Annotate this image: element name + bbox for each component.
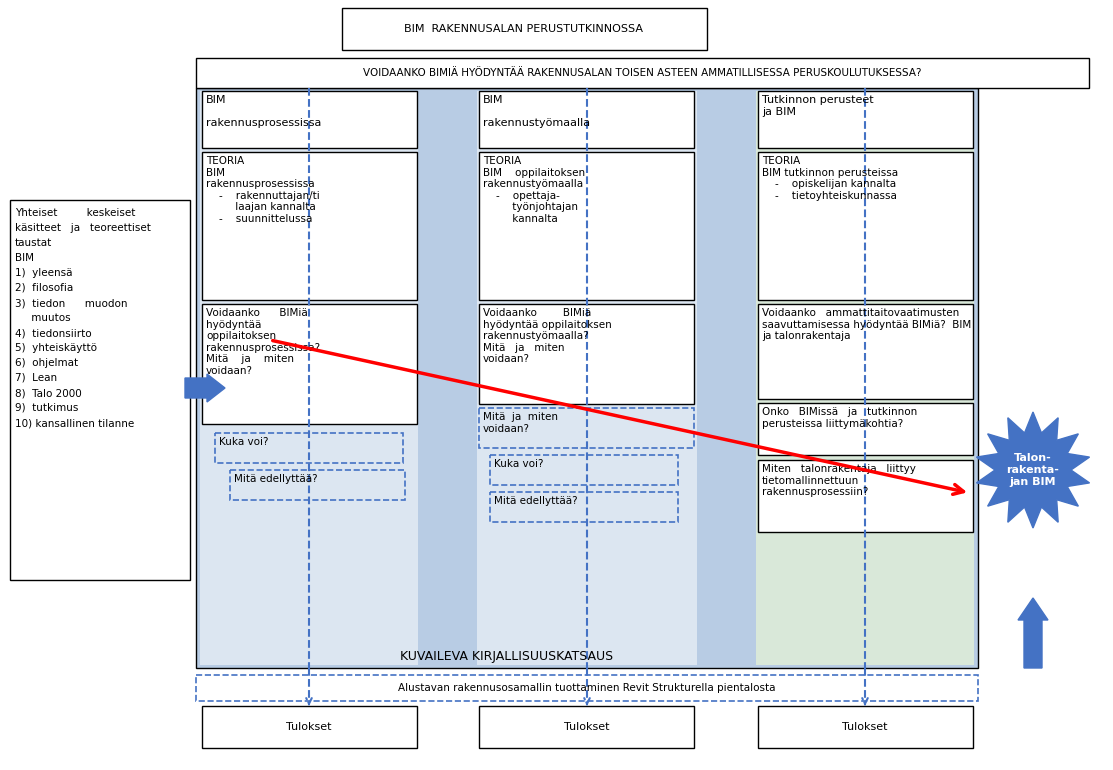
Text: TEORIA
BIM
rakennusprosessissa
    -    rakennuttajan/ti
         laajan kannalt: TEORIA BIM rakennusprosessissa - rakennu… bbox=[206, 156, 319, 224]
Bar bbox=[200, 91, 418, 665]
Bar bbox=[758, 304, 973, 399]
Text: BIM

rakennusprosessissa: BIM rakennusprosessissa bbox=[206, 95, 322, 128]
Text: BIM: BIM bbox=[14, 253, 35, 263]
Text: Tulokset: Tulokset bbox=[843, 722, 888, 732]
Text: muutos: muutos bbox=[14, 313, 70, 323]
Bar bbox=[230, 470, 405, 500]
Text: BIM

rakennustyömaalla: BIM rakennustyömaalla bbox=[483, 95, 590, 128]
Text: Voidaanko      BIMiä
hyödyntää
oppilaitoksen
rakennusprosessissa?
Mitä    ja    : Voidaanko BIMiä hyödyntää oppilaitoksen … bbox=[206, 308, 321, 376]
Text: Mitä edellyttää?: Mitä edellyttää? bbox=[234, 474, 317, 484]
Bar bbox=[490, 492, 678, 522]
Bar bbox=[758, 460, 973, 532]
Bar bbox=[196, 675, 978, 701]
Bar bbox=[342, 8, 707, 50]
Bar bbox=[196, 58, 1089, 88]
Bar bbox=[756, 91, 974, 665]
FancyArrow shape bbox=[1018, 598, 1048, 668]
Text: KUVAILEVA KIRJALLISUUSKATSAUS: KUVAILEVA KIRJALLISUUSKATSAUS bbox=[400, 650, 613, 663]
Text: 7)  Lean: 7) Lean bbox=[14, 373, 57, 383]
Text: Voidaanko        BIMiä
hyödyntää oppilaitoksen
rakennustyömaalla?
Mitä   ja   mi: Voidaanko BIMiä hyödyntää oppilaitoksen … bbox=[483, 308, 612, 364]
Bar bbox=[201, 91, 417, 148]
Bar bbox=[479, 706, 695, 748]
Bar bbox=[479, 304, 695, 404]
FancyArrow shape bbox=[185, 374, 225, 402]
Text: BIM  RAKENNUSALAN PERUSTUTKINNOSSA: BIM RAKENNUSALAN PERUSTUTKINNOSSA bbox=[404, 24, 643, 34]
Bar bbox=[758, 706, 973, 748]
Text: 8)  Talo 2000: 8) Talo 2000 bbox=[14, 388, 81, 398]
Text: Mitä edellyttää?: Mitä edellyttää? bbox=[494, 496, 578, 506]
Bar bbox=[758, 152, 973, 300]
Text: 4)  tiedonsiirto: 4) tiedonsiirto bbox=[14, 328, 91, 338]
Bar bbox=[479, 152, 695, 300]
Text: 6)  ohjelmat: 6) ohjelmat bbox=[14, 358, 78, 368]
Text: taustat: taustat bbox=[14, 238, 52, 248]
Text: Kuka voi?: Kuka voi? bbox=[494, 459, 543, 469]
Text: 10) kansallinen tilanne: 10) kansallinen tilanne bbox=[14, 418, 135, 428]
Text: Alustavan rakennusosamallin tuottaminen Revit Strukturella pientalosta: Alustavan rakennusosamallin tuottaminen … bbox=[398, 683, 776, 693]
Bar bbox=[201, 152, 417, 300]
Text: Miten   talonrakentaja   liittyy
tietomallinnettuun
rakennusprosessiin?: Miten talonrakentaja liittyy tietomallin… bbox=[762, 464, 916, 497]
Bar bbox=[758, 91, 973, 148]
Bar bbox=[758, 403, 973, 455]
Bar bbox=[201, 304, 417, 424]
Text: Mitä  ja  miten
voidaan?: Mitä ja miten voidaan? bbox=[483, 412, 558, 434]
Bar bbox=[490, 455, 678, 485]
Text: 3)  tiedon      muodon: 3) tiedon muodon bbox=[14, 298, 128, 308]
Text: Tulokset: Tulokset bbox=[564, 722, 610, 732]
Text: käsitteet   ja   teoreettiset: käsitteet ja teoreettiset bbox=[14, 223, 151, 233]
Bar bbox=[10, 200, 190, 580]
Bar bbox=[196, 88, 978, 668]
Text: 1)  yleensä: 1) yleensä bbox=[14, 268, 72, 278]
Text: Onko   BIMissä   ja   tutkinnon
perusteissa liittymäkohtia?: Onko BIMissä ja tutkinnon perusteissa li… bbox=[762, 407, 917, 429]
Text: 2)  filosofia: 2) filosofia bbox=[14, 283, 73, 293]
Text: Tulokset: Tulokset bbox=[286, 722, 332, 732]
Text: 9)  tutkimus: 9) tutkimus bbox=[14, 403, 78, 413]
Bar bbox=[201, 706, 417, 748]
Text: 5)  yhteiskäyttö: 5) yhteiskäyttö bbox=[14, 343, 97, 353]
Bar bbox=[215, 433, 403, 463]
Bar bbox=[477, 91, 697, 665]
Text: TEORIA
BIM tutkinnon perusteissa
    -    opiskelijan kannalta
    -    tietoyht: TEORIA BIM tutkinnon perusteissa - opisk… bbox=[762, 156, 898, 201]
Text: Talon-
rakenta-
jan BIM: Talon- rakenta- jan BIM bbox=[1006, 454, 1060, 487]
Text: Voidaanko   ammattitaitovaatimusten
saavuttamisessa hyödyntää BIMiä?  BIM
ja tal: Voidaanko ammattitaitovaatimusten saavut… bbox=[762, 308, 972, 341]
Bar bbox=[479, 91, 695, 148]
Text: VOIDAANKO BIMIÄ HYÖDYNTÄÄ RAKENNUSALAN TOISEN ASTEEN AMMATILLISESSA PERUSKOULUTU: VOIDAANKO BIMIÄ HYÖDYNTÄÄ RAKENNUSALAN T… bbox=[363, 68, 922, 78]
Bar bbox=[479, 408, 695, 448]
Text: Kuka voi?: Kuka voi? bbox=[219, 437, 268, 447]
Text: Tutkinnon perusteet
ja BIM: Tutkinnon perusteet ja BIM bbox=[762, 95, 874, 116]
Text: Yhteiset         keskeiset: Yhteiset keskeiset bbox=[14, 208, 136, 218]
Polygon shape bbox=[976, 412, 1090, 528]
Text: TEORIA
BIM    oppilaitoksen
rakennustyömaalla
    -    opettaja-
         työnjo: TEORIA BIM oppilaitoksen rakennustyömaal… bbox=[483, 156, 585, 224]
